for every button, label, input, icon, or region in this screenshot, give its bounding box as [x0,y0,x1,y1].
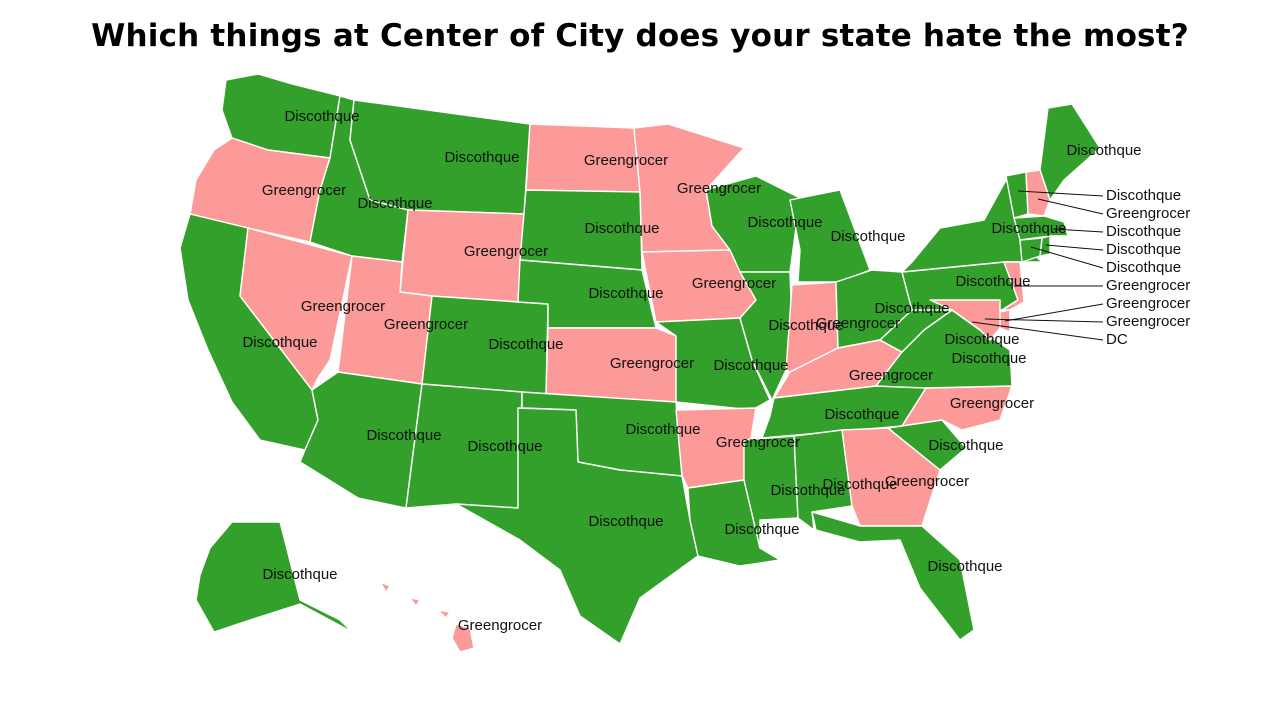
state-label-az: Discothque [366,427,441,444]
state-label-mi: Discothque [830,228,905,245]
state-label-ar: Greengrocer [716,434,800,451]
callout-label-nh: Greengrocer [1106,205,1190,222]
state-il [739,271,793,401]
state-label-ak: Discothque [262,566,337,583]
state-or [189,137,331,243]
state-label-ks: Greengrocer [610,355,694,372]
state-fl [811,511,975,641]
state-tx [455,407,699,645]
callout-line-md [984,318,1104,323]
state-ct [1019,237,1043,263]
state-label-nv: Greengrocer [301,298,385,315]
callout-line-vt [1017,190,1104,197]
state-label-la: Discothque [724,521,799,538]
state-label-al: Discothque [822,476,897,493]
state-label-il: Discothque [768,317,843,334]
callout-label-nj: Greengrocer [1106,277,1190,294]
state-label-mt: Discothque [444,149,519,166]
state-label-ny: Discothque [991,220,1066,237]
state-label-tx: Discothque [588,513,663,530]
callout-line-de [1004,303,1104,322]
callout-line-ct [1030,246,1104,269]
state-label-tn: Discothque [824,406,899,423]
state-label-mn: Greengrocer [677,180,761,197]
state-label-hi: Greengrocer [458,617,542,634]
state-label-in: Greengrocer [816,315,900,332]
state-label-wa: Discothque [284,108,359,125]
state-label-oh: Discothque [874,300,949,317]
callout-label-de: Greengrocer [1106,295,1190,312]
callout-line-nh [1037,198,1104,215]
callout-label-md: Greengrocer [1106,313,1190,330]
state-label-va: Discothque [951,350,1026,367]
state-ak [195,521,353,633]
state-label-nd: Greengrocer [584,152,668,169]
state-label-sd: Discothque [584,220,659,237]
state-label-sc: Discothque [928,437,1003,454]
callout-line-ma [1052,228,1104,233]
state-label-nm: Discothque [467,438,542,455]
state-label-ia: Greengrocer [692,275,776,292]
state-label-nc: Greengrocer [950,395,1034,412]
state-md [929,299,1001,341]
callout-label-ct: Discothque [1106,259,1181,276]
page-title: Which things at Center of City does your… [91,18,1189,54]
state-label-ga: Greengrocer [885,473,969,490]
state-label-ok: Discothque [625,421,700,438]
state-nh [1025,169,1051,217]
callout-line-dc [971,321,1104,341]
state-hi [379,581,475,653]
state-label-co: Discothque [488,336,563,353]
state-label-wy: Greengrocer [464,243,548,260]
state-label-fl: Discothque [927,558,1002,575]
callout-label-dc: DC [1106,331,1128,348]
state-label-pa: Discothque [955,273,1030,290]
callout-label-vt: Discothque [1106,187,1181,204]
callout-line-ri [1045,244,1104,251]
state-label-ms: Discothque [770,482,845,499]
callout-label-ri: Discothque [1106,241,1181,258]
state-label-ca: Discothque [242,334,317,351]
state-label-wi: Discothque [747,214,822,231]
state-label-mo: Discothque [713,357,788,374]
state-label-wv: Discothque [944,331,1019,348]
state-label-ky: Greengrocer [849,367,933,384]
state-label-id: Discothque [357,195,432,212]
state-label-or: Greengrocer [262,182,346,199]
state-label-me: Discothque [1066,142,1141,159]
state-label-ut: Greengrocer [384,316,468,333]
state-label-ne: Discothque [588,285,663,302]
callout-label-ma: Discothque [1106,223,1181,240]
